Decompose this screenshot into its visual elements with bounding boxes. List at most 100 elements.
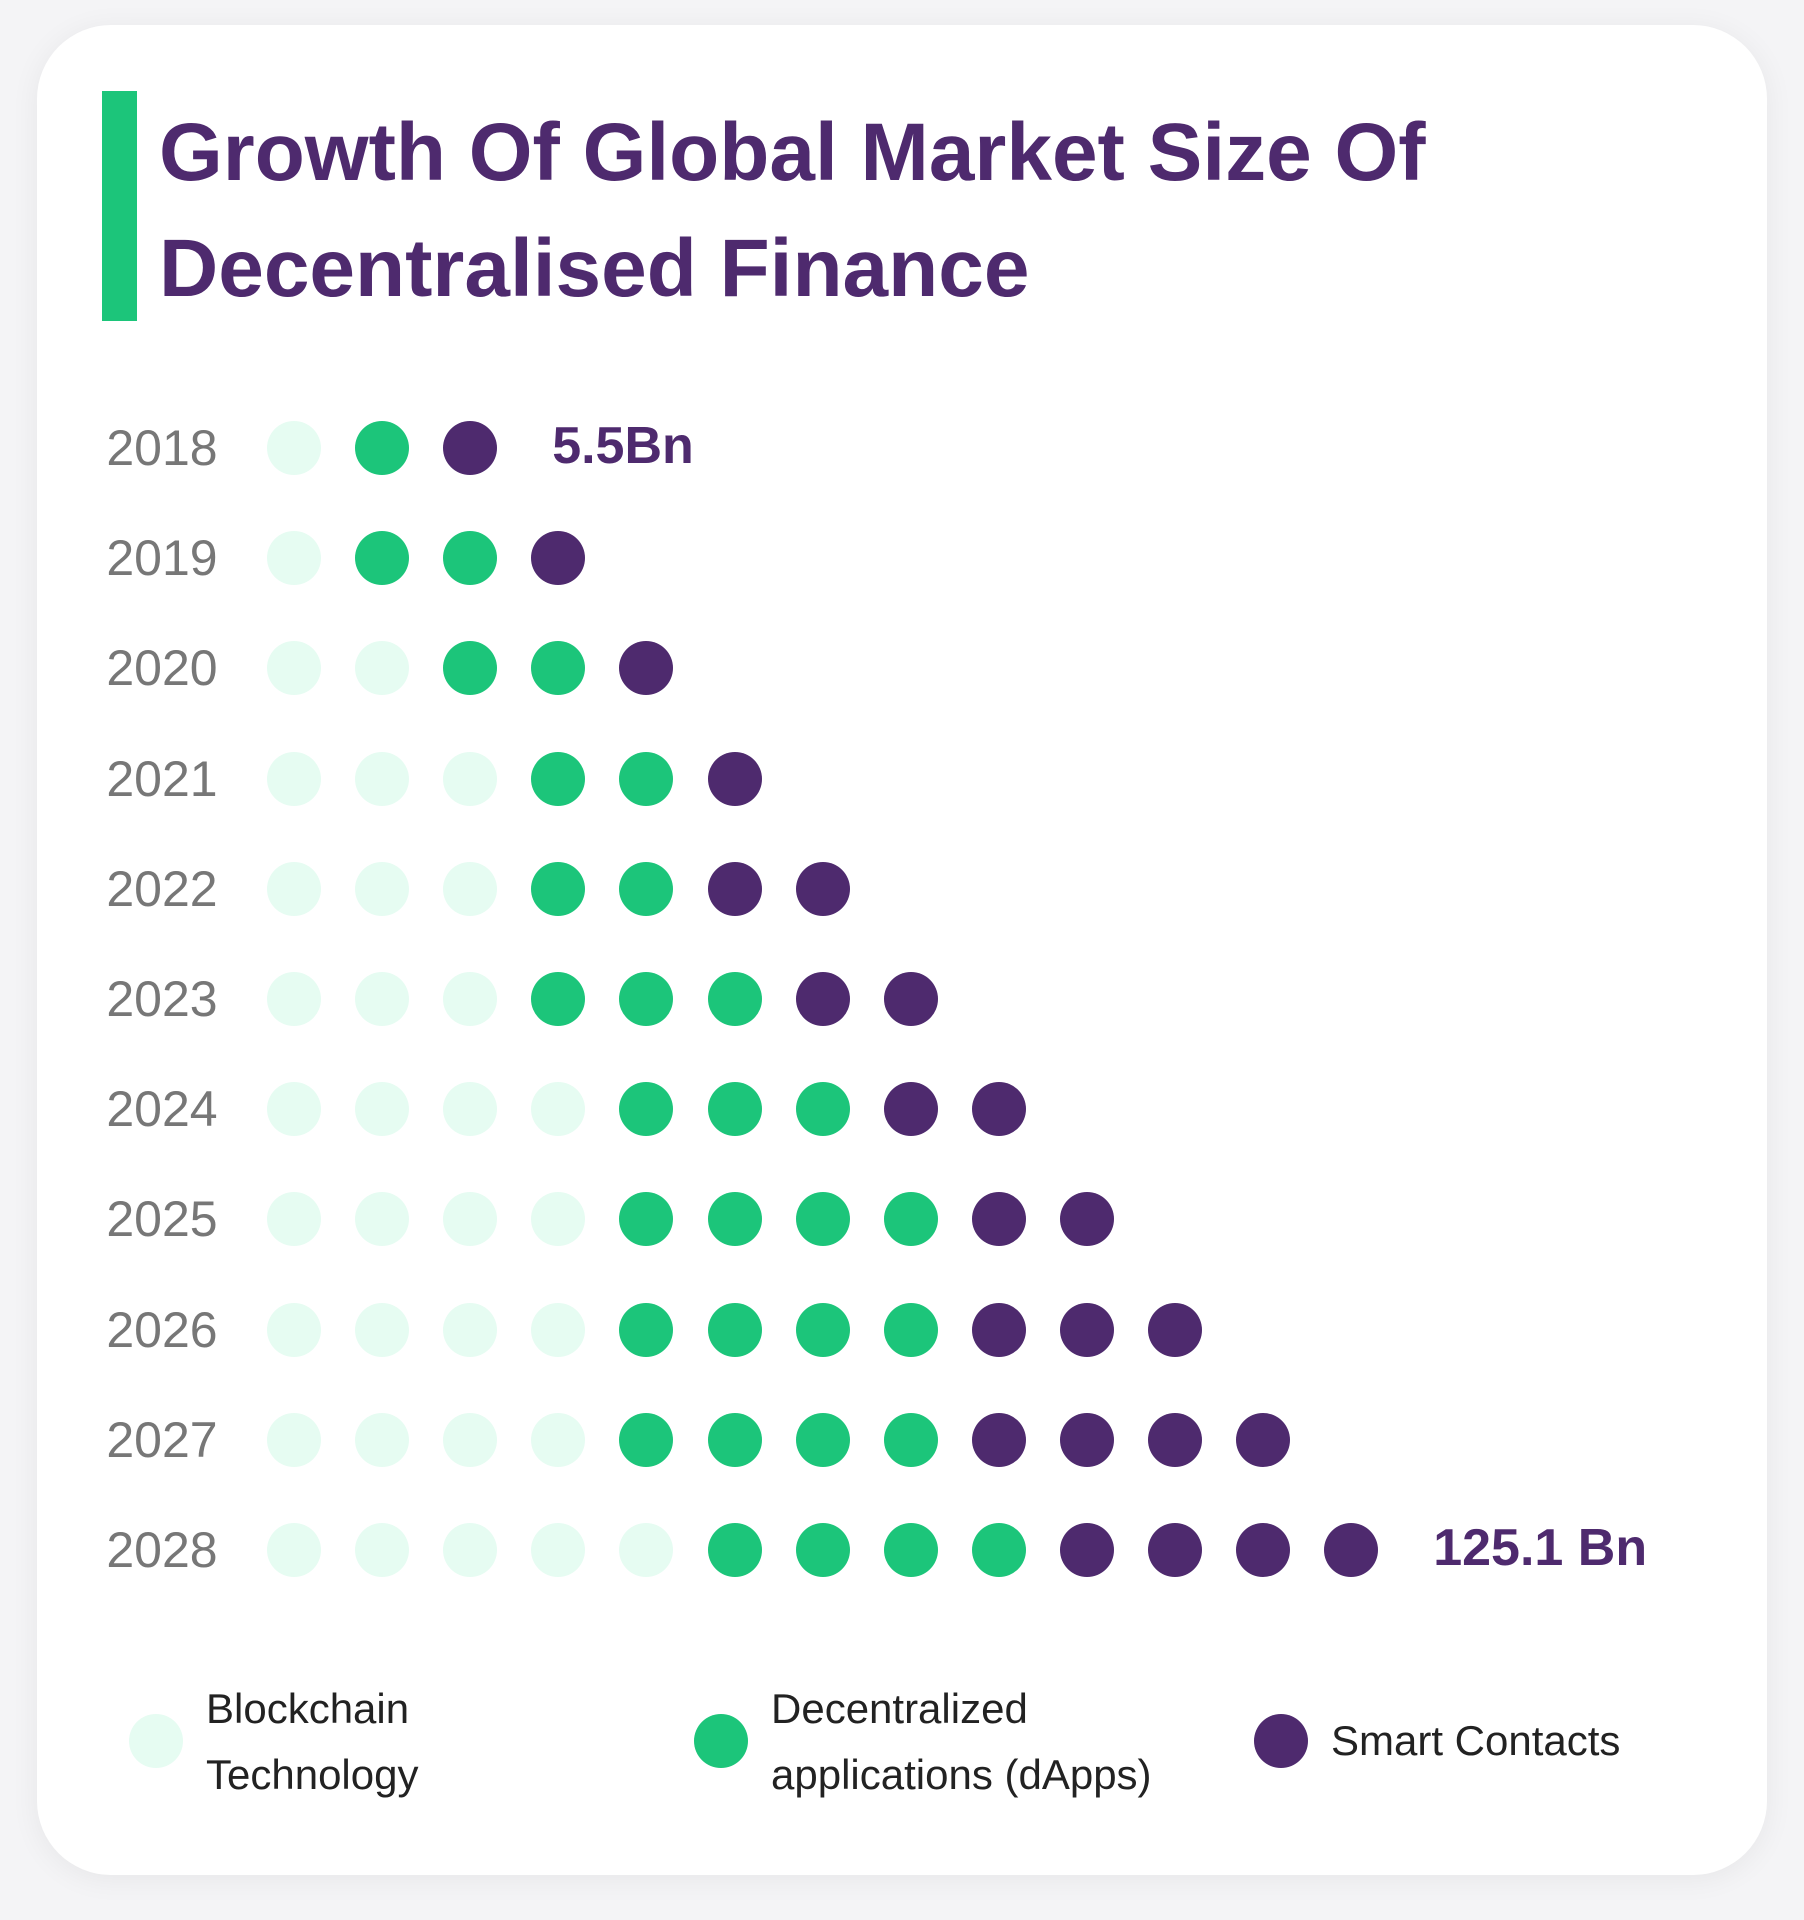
dot-2028-series0 xyxy=(355,1523,410,1577)
dot-2021-series0 xyxy=(355,751,410,806)
dot-2026-series1 xyxy=(619,1302,674,1357)
year-label-2018: 2018 xyxy=(106,420,218,476)
dot-2027-series1 xyxy=(707,1412,762,1467)
year-label-2028: 2028 xyxy=(106,1522,218,1578)
dot-2019-series1 xyxy=(443,531,498,586)
dot-2022-series0 xyxy=(443,861,498,916)
dot-2028-series2 xyxy=(1324,1523,1379,1577)
dot-2026-series2 xyxy=(971,1302,1026,1357)
dot-2024-series2 xyxy=(971,1082,1026,1137)
dot-2025-series2 xyxy=(971,1192,1026,1247)
dot-2019-series1 xyxy=(355,531,410,586)
dot-2026-series1 xyxy=(883,1302,938,1357)
dot-2019-series2 xyxy=(531,531,586,586)
dot-2025-series1 xyxy=(795,1192,850,1247)
dot-2026-series2 xyxy=(1059,1302,1114,1357)
dot-2026-series1 xyxy=(707,1302,762,1357)
dot-2028-series2 xyxy=(1059,1523,1114,1577)
dot-2026-series2 xyxy=(1148,1302,1202,1357)
dot-2026-series0 xyxy=(355,1302,410,1357)
dot-2025-series0 xyxy=(531,1192,586,1247)
dot-2027-series2 xyxy=(1059,1412,1114,1467)
dot-2021-series1 xyxy=(619,751,674,806)
legend-label-0: Blockchain Technology xyxy=(206,1685,419,1798)
chart-title: Growth Of Global Market Size Of Decentra… xyxy=(159,107,1426,314)
dot-2025-series0 xyxy=(443,1192,498,1247)
dot-2027-series0 xyxy=(531,1412,586,1467)
dot-2020-series0 xyxy=(355,641,410,696)
dot-2026-series1 xyxy=(795,1302,850,1357)
value-label-2028: 125.1 Bn xyxy=(1433,1519,1648,1577)
dot-2028-series1 xyxy=(707,1523,762,1577)
dot-2022-series1 xyxy=(619,861,674,916)
dot-2028-series1 xyxy=(971,1523,1026,1577)
dot-2026-series0 xyxy=(531,1302,586,1357)
dot-2018-series0 xyxy=(267,421,321,475)
dot-2025-series1 xyxy=(883,1192,938,1247)
year-label-2025: 2025 xyxy=(106,1191,218,1248)
dot-2024-series0 xyxy=(267,1082,321,1137)
dot-2018-series1 xyxy=(355,421,410,475)
year-label-2023: 2023 xyxy=(106,971,218,1027)
dot-2023-series0 xyxy=(267,972,321,1026)
dot-2028-series1 xyxy=(883,1523,938,1577)
dot-2027-series2 xyxy=(1236,1412,1291,1467)
legend-label-1: Decentralized applications (dApps) xyxy=(771,1685,1152,1798)
dot-2020-series1 xyxy=(531,641,586,696)
dot-2028-series0 xyxy=(443,1523,498,1577)
dot-2019-series0 xyxy=(267,531,321,586)
dot-2020-series2 xyxy=(619,641,674,696)
dot-2021-series0 xyxy=(443,751,498,806)
dot-2022-series2 xyxy=(795,861,850,916)
year-label-2020: 2020 xyxy=(106,640,218,697)
dot-2025-series2 xyxy=(1059,1192,1114,1247)
dot-2018-series2 xyxy=(443,421,498,475)
dot-2024-series2 xyxy=(883,1082,938,1137)
dot-2023-series2 xyxy=(883,972,938,1026)
dot-2027-series0 xyxy=(443,1412,498,1467)
dot-2028-series1 xyxy=(795,1523,850,1577)
dot-2028-series2 xyxy=(1148,1523,1202,1577)
dot-2021-series1 xyxy=(531,751,586,806)
dot-2023-series1 xyxy=(707,972,762,1026)
dot-2025-series1 xyxy=(619,1192,674,1247)
dot-2025-series0 xyxy=(267,1192,321,1247)
dot-2022-series1 xyxy=(531,861,586,916)
dot-2021-series2 xyxy=(707,751,762,806)
year-label-2024: 2024 xyxy=(106,1081,218,1138)
year-label-2021: 2021 xyxy=(106,750,218,807)
dot-2024-series0 xyxy=(355,1082,410,1137)
dot-2025-series1 xyxy=(707,1192,762,1247)
dot-2020-series1 xyxy=(443,641,498,696)
dot-2023-series0 xyxy=(443,972,498,1026)
dot-2027-series1 xyxy=(619,1412,674,1467)
dot-2023-series1 xyxy=(531,972,586,1026)
year-label-2027: 2027 xyxy=(106,1411,218,1468)
dot-2023-series0 xyxy=(355,972,410,1026)
year-label-2026: 2026 xyxy=(106,1301,218,1358)
dot-2027-series0 xyxy=(267,1412,321,1467)
dot-2026-series0 xyxy=(443,1302,498,1357)
dot-2024-series1 xyxy=(619,1082,674,1137)
legend-swatch-2 xyxy=(1254,1714,1308,1768)
legend-swatch-0 xyxy=(129,1714,183,1768)
year-label-2022: 2022 xyxy=(106,860,218,917)
dot-2024-series1 xyxy=(795,1082,850,1137)
dot-2024-series1 xyxy=(707,1082,762,1137)
legend-swatch-1 xyxy=(694,1714,748,1768)
dot-2028-series0 xyxy=(267,1523,321,1577)
dot-2027-series2 xyxy=(1148,1412,1202,1467)
legend-label-2: Smart Contacts xyxy=(1331,1717,1621,1764)
dot-2022-series2 xyxy=(707,861,762,916)
dot-2027-series0 xyxy=(355,1412,410,1467)
dot-2023-series1 xyxy=(619,972,674,1026)
dot-2025-series0 xyxy=(355,1192,410,1247)
dot-2028-series0 xyxy=(531,1523,586,1577)
dot-2026-series0 xyxy=(267,1302,321,1357)
year-label-2019: 2019 xyxy=(106,530,218,587)
dot-2027-series1 xyxy=(795,1412,850,1467)
dot-2020-series0 xyxy=(267,641,321,696)
dot-2027-series2 xyxy=(971,1412,1026,1467)
dot-2021-series0 xyxy=(267,751,321,806)
dot-2027-series1 xyxy=(883,1412,938,1467)
